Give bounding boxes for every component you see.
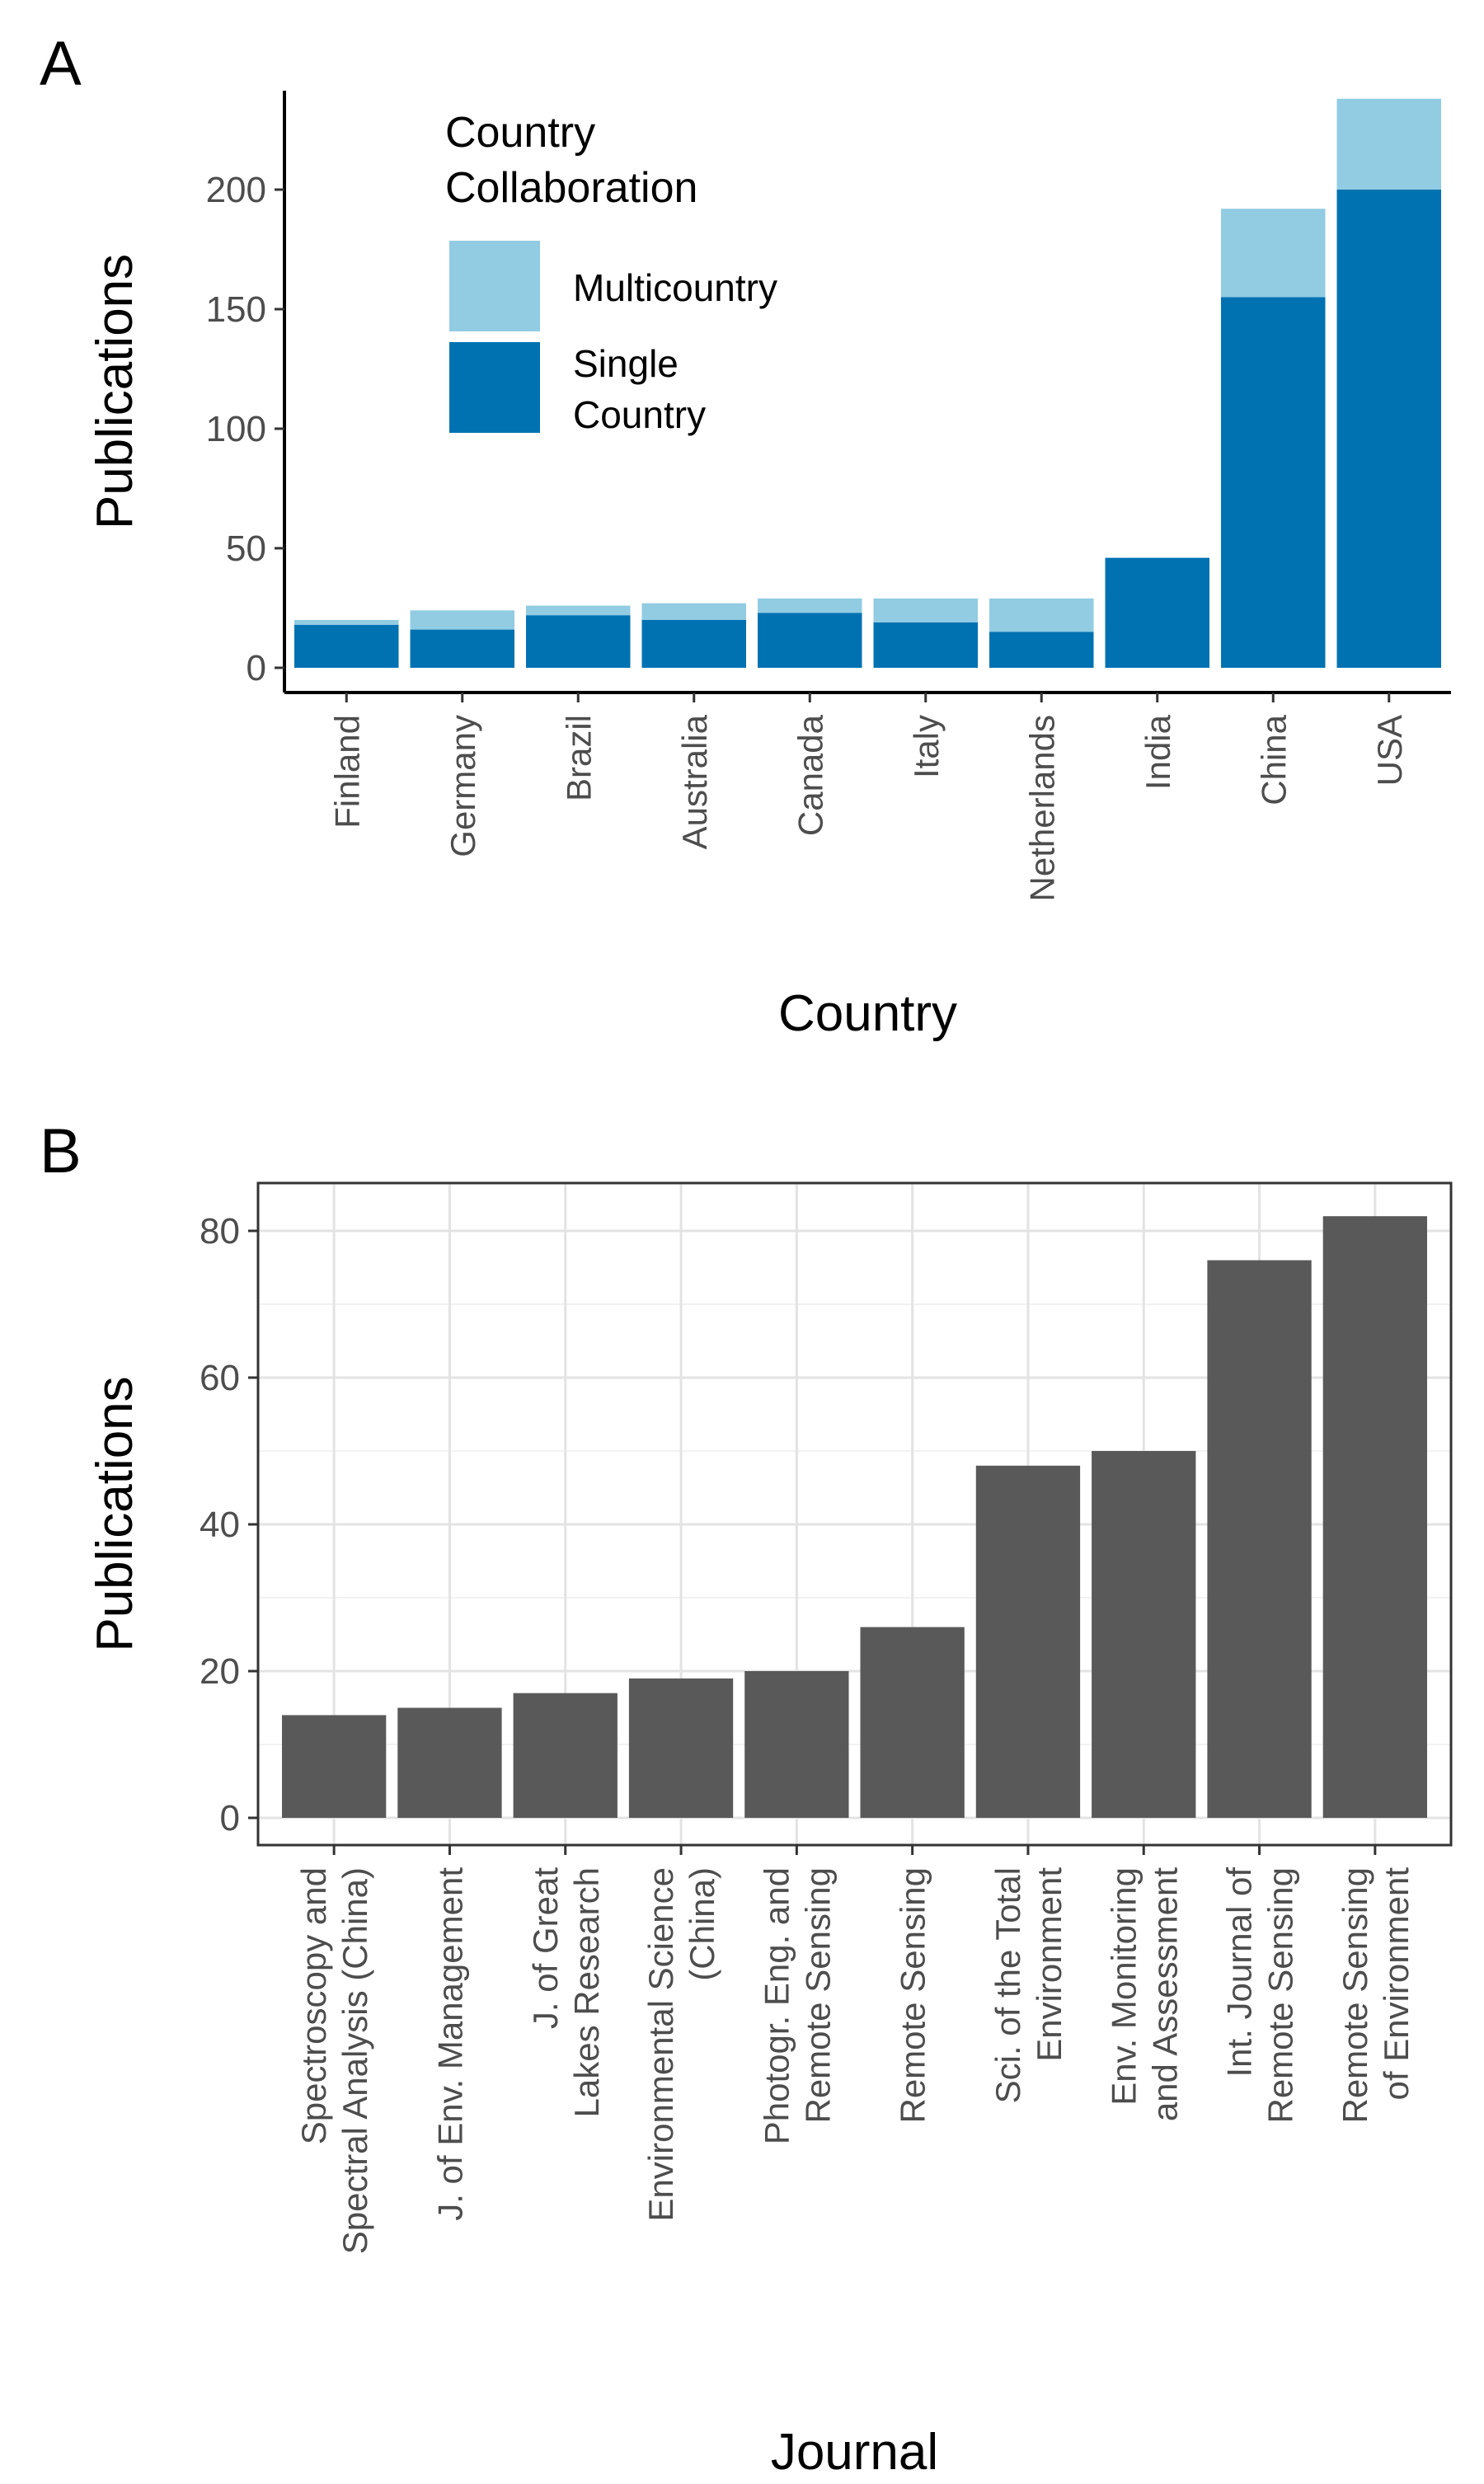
x-tick-label-environmental-science-china: (China) <box>683 1867 721 1981</box>
legend-label-single-country: Country <box>573 393 706 436</box>
bar-env-monitoring-and-assessment <box>1092 1451 1196 1818</box>
bar-single-country-china <box>1221 297 1326 668</box>
bar-single-country-australia <box>641 620 746 668</box>
panel-label-b: B <box>40 1116 82 1186</box>
legend-label-single-country: Single <box>573 342 679 385</box>
bar-multicountry-canada <box>758 598 862 613</box>
panel-b: B 0 20 40 60 80 Spectroscopy and Spectral Analy… <box>40 1116 1453 2481</box>
bar-int-journal-of-remote-sensing <box>1207 1260 1312 1818</box>
legend-swatch-single-country <box>449 342 540 433</box>
bar-multicountry-brazil <box>526 605 631 616</box>
bar-remote-sensing-of-environment <box>1322 1216 1427 1818</box>
y-tick-label: 100 <box>206 409 266 449</box>
x-tick-label-env-monitoring-and-assessment: and Assessment <box>1145 1867 1184 2122</box>
bar-multicountry-usa <box>1336 98 1441 190</box>
bar-sci-of-the-total-environment <box>975 1465 1081 1818</box>
bar-multicountry-italy <box>873 598 978 622</box>
x-tick-label-remote-sensing-of-environment: of Environment <box>1377 1867 1416 2101</box>
legend-label-multicountry: Multicountry <box>573 266 777 309</box>
bar-remote-sensing <box>860 1627 965 1818</box>
x-tick-label-remote-sensing: Remote Sensing <box>894 1867 932 2124</box>
bar-j-of-great-lakes-research <box>513 1693 618 1818</box>
x-tick-label-j-of-env-management: J. of Env. Management <box>430 1867 469 2221</box>
bar-multicountry-finland <box>294 620 399 625</box>
y-tick-label: 150 <box>206 289 266 330</box>
bar-photogr-eng-and-remote-sensing <box>744 1671 849 1818</box>
x-tick-label-photogr-eng-and-remote-sensing: Remote Sensing <box>798 1867 837 2124</box>
y-tick-label: 0 <box>247 648 266 688</box>
x-tick-label-sci-of-the-total-environment: Environment <box>1030 1867 1068 2062</box>
bar-single-country-finland <box>294 624 399 668</box>
x-tick-label-remote-sensing-of-environment: Remote Sensing <box>1336 1867 1374 2124</box>
y-tick-label: 80 <box>200 1211 240 1251</box>
bar-single-country-india <box>1105 557 1209 668</box>
panel-label-a: A <box>40 29 82 99</box>
panel-border <box>256 1181 1453 1847</box>
x-tick-label-italy: Italy <box>907 715 946 778</box>
bar-multicountry-germany <box>410 610 514 630</box>
x-tick-label-finland: Finland <box>327 715 366 829</box>
y-tick-label: 50 <box>226 528 266 569</box>
legend-title: Collaboration <box>445 164 697 212</box>
x-tick-label-spectroscopy-and-spectral-analysis-china: Spectral Analysis (China) <box>336 1867 374 2254</box>
bar-single-country-usa <box>1336 190 1441 668</box>
x-tick-label-netherlands: Netherlands <box>1022 715 1061 901</box>
bar-spectroscopy-and-spectral-analysis-china <box>282 1715 387 1818</box>
y-tick-label: 200 <box>206 170 266 210</box>
x-axis-title: Country <box>778 985 957 1042</box>
legend-title: Country <box>445 109 595 157</box>
x-axis-title: Journal <box>771 2424 938 2481</box>
x-tick-label-india: India <box>1139 714 1177 790</box>
x-tick-label-j-of-great-lakes-research: Lakes Research <box>567 1867 606 2118</box>
x-tick-label-germany: Germany <box>444 715 482 857</box>
legend-swatch-multicountry <box>449 241 540 331</box>
bar-j-of-env-management <box>397 1707 502 1818</box>
x-tick-label-china: China <box>1254 714 1293 805</box>
bar-multicountry-china <box>1221 209 1326 298</box>
bar-multicountry-netherlands <box>989 598 1094 632</box>
x-tick-label-int-journal-of-remote-sensing: Int. Journal of <box>1220 1867 1259 2078</box>
x-tick-label-int-journal-of-remote-sensing: Remote Sensing <box>1261 1867 1300 2124</box>
bar-single-country-netherlands <box>989 632 1094 668</box>
x-tick-label-brazil: Brazil <box>559 715 598 801</box>
legend: Country Collaboration Multicountry Single Co… <box>445 109 777 436</box>
x-tick-label-j-of-great-lakes-research: J. of Great <box>526 1867 565 2029</box>
x-tick-label-env-monitoring-and-assessment: Env. Monitoring <box>1104 1867 1143 2106</box>
panel-a: A 0 50 100 150 200 Finland Germany Brazil Austral… <box>40 29 1451 1042</box>
bar-single-country-brazil <box>526 615 631 668</box>
x-tick-label-photogr-eng-and-remote-sensing: Photogr. Eng. and <box>757 1867 796 2144</box>
x-tick-label-sci-of-the-total-environment: Sci. of the Total <box>989 1867 1027 2103</box>
y-axis-title: Publications <box>87 1376 143 1651</box>
bar-environmental-science-china <box>628 1678 734 1818</box>
y-tick-label: 20 <box>200 1651 240 1692</box>
y-tick-label: 60 <box>200 1358 240 1398</box>
y-tick-label: 0 <box>220 1798 240 1838</box>
bar-single-country-canada <box>758 613 862 668</box>
x-tick-label-usa: USA <box>1370 715 1409 786</box>
x-tick-label-environmental-science-china: Environmental Science <box>641 1867 680 2222</box>
bar-single-country-italy <box>873 622 978 668</box>
bar-multicountry-australia <box>641 603 746 620</box>
bar-single-country-germany <box>410 629 514 668</box>
x-tick-label-spectroscopy-and-spectral-analysis-china: Spectroscopy and <box>294 1867 333 2144</box>
x-tick-label-australia: Australia <box>675 714 714 849</box>
y-tick-label: 40 <box>200 1505 240 1545</box>
x-tick-label-canada: Canada <box>791 714 829 836</box>
y-axis-title: Publications <box>87 254 143 529</box>
